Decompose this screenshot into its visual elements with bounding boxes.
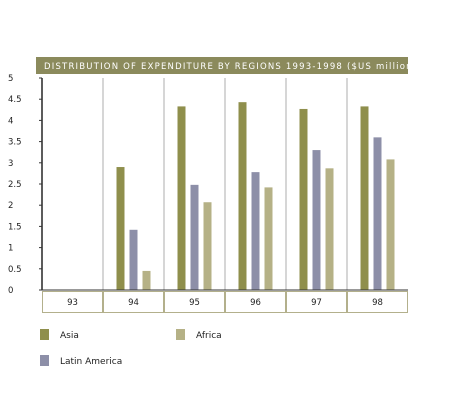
bar-asia-97 — [299, 108, 308, 291]
bar-latin-america-94 — [129, 229, 138, 290]
x-tick-label: 98 — [372, 298, 383, 308]
y-tick-label: 3 — [8, 159, 13, 169]
x-category-cell — [43, 292, 102, 312]
bar-asia-96 — [238, 102, 247, 290]
legend-swatch-asia — [40, 329, 49, 340]
y-tick-label: 2 — [8, 201, 13, 211]
legend-swatch-latin-america — [40, 355, 49, 366]
y-tick-label: 1 — [8, 244, 13, 254]
y-tick-label: 5 — [8, 74, 13, 84]
y-tick-label: 0 — [8, 286, 13, 296]
bar-africa-95 — [203, 202, 212, 290]
y-tick-label: 1.5 — [8, 222, 22, 232]
x-tick-label: 94 — [128, 298, 139, 308]
bar-africa-94 — [142, 270, 151, 290]
x-tick-label: 97 — [311, 298, 322, 308]
title-bar — [36, 57, 408, 74]
bar-asia-94 — [116, 167, 125, 290]
y-tick-label: 2.5 — [8, 180, 22, 190]
bar-africa-97 — [325, 168, 334, 290]
legend-label-latin-america: Latin America — [60, 357, 122, 367]
legend-swatch-africa — [176, 329, 185, 340]
legend-label-africa: Africa — [196, 331, 222, 341]
y-tick-label: 0.5 — [8, 265, 22, 275]
x-tick-label: 95 — [189, 298, 200, 308]
bar-asia-95 — [177, 106, 186, 291]
bar-latin-america-98 — [373, 137, 382, 290]
y-tick-label: 3.5 — [8, 138, 22, 148]
bar-africa-98 — [386, 159, 395, 290]
x-tick-label: 96 — [250, 298, 261, 308]
bar-latin-america-97 — [312, 150, 321, 290]
bar-latin-america-95 — [190, 184, 199, 290]
x-tick-label: 93 — [67, 298, 78, 308]
x-category-cell — [226, 292, 285, 312]
x-category-cell — [165, 292, 224, 312]
legend-label-asia: Asia — [60, 331, 79, 341]
bar-asia-98 — [360, 106, 369, 291]
y-tick-label: 4 — [8, 116, 13, 126]
chart-title: DISTRIBUTION OF EXPENDITURE BY REGIONS 1… — [44, 62, 417, 72]
x-category-cell — [348, 292, 407, 312]
x-category-cell — [104, 292, 163, 312]
y-tick-label: 4.5 — [8, 95, 22, 105]
x-category-cell — [287, 292, 346, 312]
bar-latin-america-96 — [251, 172, 260, 290]
bar-africa-96 — [264, 187, 273, 290]
